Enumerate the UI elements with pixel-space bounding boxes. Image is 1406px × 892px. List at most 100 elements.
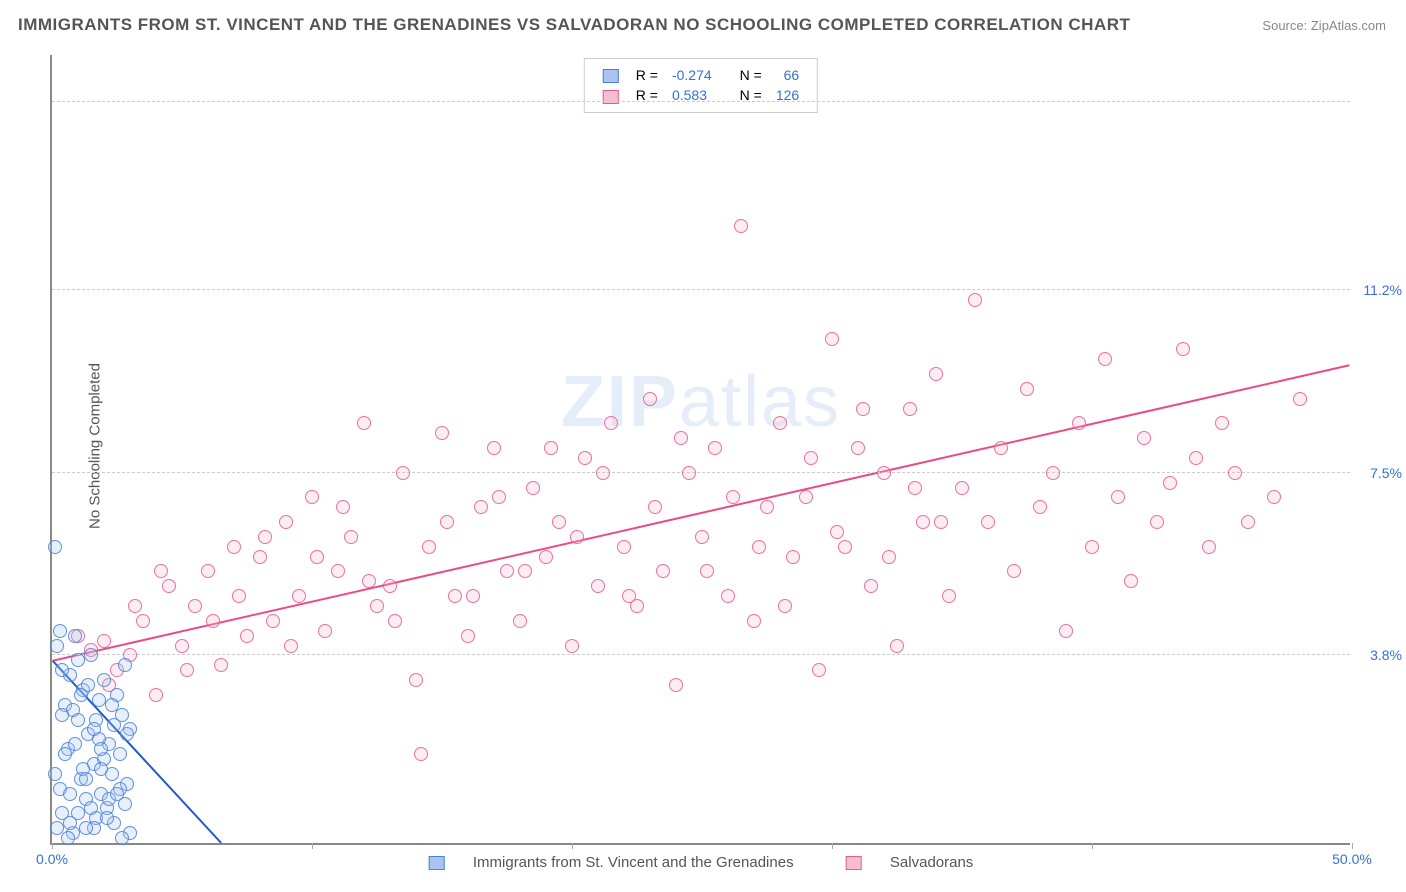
- blue-point: [105, 698, 119, 712]
- blue-point: [68, 629, 82, 643]
- pink-point: [526, 481, 540, 495]
- pink-point: [1124, 574, 1138, 588]
- blue-point: [110, 787, 124, 801]
- pink-point: [830, 525, 844, 539]
- pink-point: [227, 540, 241, 554]
- pink-point: [708, 441, 722, 455]
- pink-point: [552, 515, 566, 529]
- pink-point: [648, 500, 662, 514]
- pink-point: [409, 673, 423, 687]
- pink-point: [518, 564, 532, 578]
- swatch-blue: [603, 69, 619, 83]
- pink-point: [487, 441, 501, 455]
- pink-point: [344, 530, 358, 544]
- chart-title: IMMIGRANTS FROM ST. VINCENT AND THE GREN…: [18, 15, 1130, 35]
- pink-point: [440, 515, 454, 529]
- pink-point: [682, 466, 696, 480]
- blue-point: [115, 831, 129, 845]
- pink-point: [539, 550, 553, 564]
- blue-point: [48, 767, 62, 781]
- legend-row-blue: R = -0.274 N = 66: [597, 66, 805, 84]
- pink-point: [669, 678, 683, 692]
- pink-point: [570, 530, 584, 544]
- pink-point: [175, 639, 189, 653]
- pink-point: [206, 614, 220, 628]
- blue-point: [55, 708, 69, 722]
- pink-point: [882, 550, 896, 564]
- blue-point: [94, 762, 108, 776]
- gridline: [52, 289, 1350, 290]
- pink-point: [336, 500, 350, 514]
- pink-point: [908, 481, 922, 495]
- pink-point: [700, 564, 714, 578]
- pink-point: [695, 530, 709, 544]
- pink-point: [734, 219, 748, 233]
- pink-point: [916, 515, 930, 529]
- pink-point: [752, 540, 766, 554]
- pink-point: [1111, 490, 1125, 504]
- pink-point: [838, 540, 852, 554]
- pink-point: [1163, 476, 1177, 490]
- pink-point: [1215, 416, 1229, 430]
- pink-point: [890, 639, 904, 653]
- pink-point: [188, 599, 202, 613]
- blue-point: [97, 673, 111, 687]
- pink-point: [825, 332, 839, 346]
- blue-point: [107, 718, 121, 732]
- pink-point: [955, 481, 969, 495]
- pink-point: [162, 579, 176, 593]
- blue-point: [92, 693, 106, 707]
- n-value-blue: 66: [770, 66, 805, 84]
- pink-point: [1150, 515, 1164, 529]
- x-tick: [52, 843, 53, 849]
- scatter-plot: ZIPatlas R = -0.274 N = 66 R = 0.583 N =…: [50, 55, 1350, 845]
- pink-point: [591, 579, 605, 593]
- blue-point: [71, 653, 85, 667]
- pink-point: [1228, 466, 1242, 480]
- correlation-legend: R = -0.274 N = 66 R = 0.583 N = 126: [584, 58, 818, 113]
- pink-point: [643, 392, 657, 406]
- x-tick: [312, 843, 313, 849]
- blue-point: [61, 831, 75, 845]
- swatch-blue-icon: [429, 856, 445, 870]
- pink-point: [396, 466, 410, 480]
- pink-point: [461, 629, 475, 643]
- pink-point: [414, 747, 428, 761]
- series-legend: Immigrants from St. Vincent and the Gren…: [405, 854, 998, 871]
- pink-point: [466, 589, 480, 603]
- pink-point: [258, 530, 272, 544]
- legend-item-blue: Immigrants from St. Vincent and the Gren…: [417, 854, 810, 871]
- pink-point: [804, 451, 818, 465]
- pink-point: [232, 589, 246, 603]
- pink-point: [284, 639, 298, 653]
- swatch-pink-icon: [846, 856, 862, 870]
- blue-point: [118, 658, 132, 672]
- blue-point: [84, 801, 98, 815]
- blue-point: [84, 648, 98, 662]
- pink-point: [97, 634, 111, 648]
- y-tick-label: 3.8%: [1370, 647, 1402, 663]
- r-value-blue: -0.274: [666, 66, 718, 84]
- trend-lines: [52, 55, 1350, 843]
- watermark-thin: atlas: [679, 362, 841, 442]
- pink-point: [310, 550, 324, 564]
- pink-point: [422, 540, 436, 554]
- pink-point: [726, 490, 740, 504]
- y-tick-label: 11.2%: [1363, 282, 1402, 298]
- pink-point: [214, 658, 228, 672]
- blue-point: [50, 639, 64, 653]
- gridline: [52, 472, 1350, 473]
- pink-point: [149, 688, 163, 702]
- pink-point: [596, 466, 610, 480]
- x-tick: [832, 843, 833, 849]
- legend-label-blue: Immigrants from St. Vincent and the Gren…: [473, 854, 794, 871]
- source-attribution: Source: ZipAtlas.com: [1262, 18, 1386, 33]
- pink-point: [604, 416, 618, 430]
- blue-point: [55, 663, 69, 677]
- pink-point: [674, 431, 688, 445]
- pink-point: [1059, 624, 1073, 638]
- pink-point: [544, 441, 558, 455]
- pink-point: [136, 614, 150, 628]
- pink-point: [786, 550, 800, 564]
- pink-point: [474, 500, 488, 514]
